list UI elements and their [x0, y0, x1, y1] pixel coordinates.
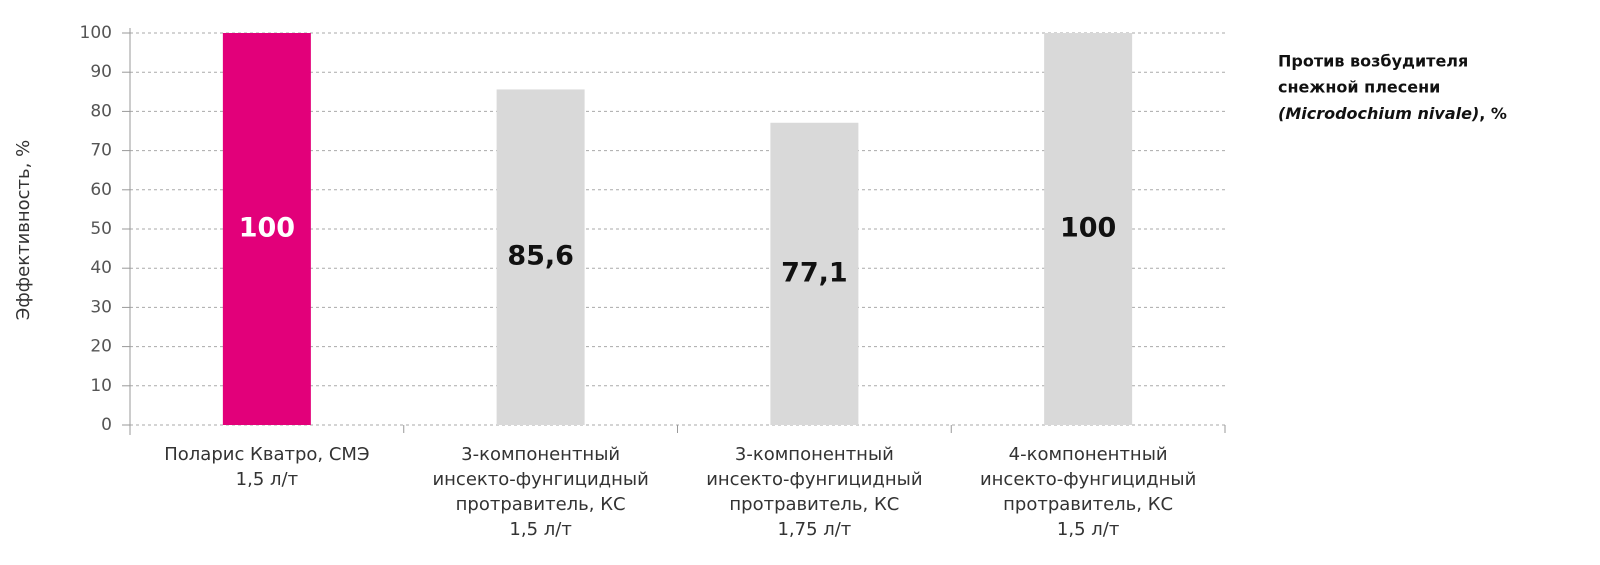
- x-tick-label: 1,75 л/т: [777, 519, 851, 540]
- value-label: 77,1: [781, 257, 848, 288]
- value-label: 100: [1060, 213, 1116, 244]
- x-tick-label: 4-компонентный: [1009, 444, 1168, 465]
- annotation: снежной плесени: [1278, 78, 1440, 97]
- bar: [496, 89, 585, 425]
- x-tick-label: 3-компонентный: [735, 444, 894, 465]
- y-axis-label: Эффективность, %: [13, 140, 34, 320]
- bar: [222, 33, 311, 425]
- annotation: Против возбудителя: [1278, 52, 1468, 71]
- y-tick-label: 60: [90, 180, 112, 200]
- x-tick-label: 1,5 л/т: [1057, 519, 1119, 540]
- x-tick-label: 1,5 л/т: [509, 519, 571, 540]
- value-label: 85,6: [507, 241, 574, 272]
- x-tick-label: 1,5 л/т: [236, 469, 298, 490]
- y-tick-label: 100: [80, 23, 112, 43]
- x-tick-label: Поларис Кватро, СМЭ: [164, 444, 369, 465]
- x-tick-label: 3-компонентный: [461, 444, 620, 465]
- value-label: 100: [239, 213, 295, 244]
- y-tick-label: 70: [90, 141, 112, 161]
- y-tick-label: 20: [90, 337, 112, 357]
- y-tick-label: 50: [90, 219, 112, 239]
- x-tick-label: инсекто-фунгицидный: [432, 469, 648, 490]
- x-tick-label: инсекто-фунгицидный: [706, 469, 922, 490]
- y-tick-label: 0: [101, 415, 112, 435]
- y-tick-label: 90: [90, 62, 112, 82]
- y-tick-label: 40: [90, 258, 112, 278]
- x-tick-label: инсекто-фунгицидный: [980, 469, 1196, 490]
- bar: [770, 122, 859, 425]
- x-tick-label: протравитель, КС: [729, 494, 899, 515]
- y-tick-label: 30: [90, 297, 112, 317]
- y-tick-label: 10: [90, 376, 112, 396]
- x-tick-label: протравитель, КС: [1003, 494, 1173, 515]
- annotation-italic: (Microdochium nivale): [1278, 104, 1479, 123]
- annotation-tail: , %: [1479, 104, 1507, 123]
- bar: [1044, 33, 1133, 425]
- y-tick-label: 80: [90, 101, 112, 121]
- x-tick-label: протравитель, КС: [456, 494, 626, 515]
- annotation: (Microdochium nivale), %: [1278, 104, 1507, 123]
